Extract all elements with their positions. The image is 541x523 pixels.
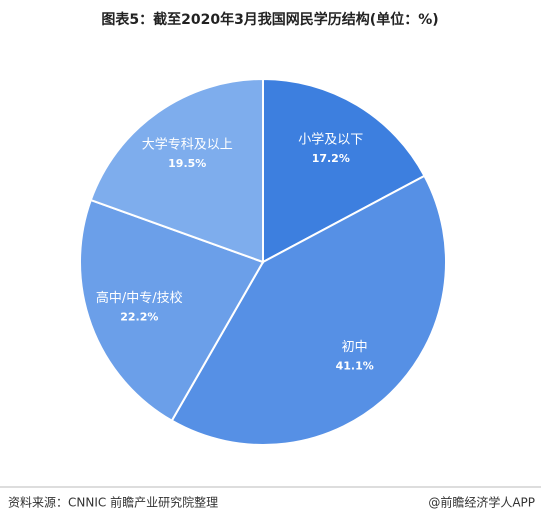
chart-title: 图表5：截至2020年3月我国网民学历结构(单位：%) bbox=[101, 11, 438, 28]
value-label: 41.1% bbox=[336, 360, 374, 373]
brand: @前瞻经济学人APP bbox=[428, 495, 535, 510]
value-label: 17.2% bbox=[312, 152, 350, 165]
pie-slice bbox=[89, 77, 264, 264]
pie-slice bbox=[79, 198, 265, 423]
slice-label: 高中/中专/技校 bbox=[96, 290, 183, 306]
slice-label: 小学及以下 bbox=[298, 132, 363, 148]
pie-slice bbox=[170, 174, 447, 446]
value-label: 22.2% bbox=[120, 310, 158, 323]
source: 资料来源：CNNIC 前瞻产业研究院整理 bbox=[8, 495, 218, 510]
pie-slice bbox=[262, 77, 426, 264]
value-label: 19.5% bbox=[168, 157, 206, 170]
slice-label: 大学专科及以上 bbox=[142, 137, 233, 153]
slice-label: 初中 bbox=[342, 340, 368, 355]
